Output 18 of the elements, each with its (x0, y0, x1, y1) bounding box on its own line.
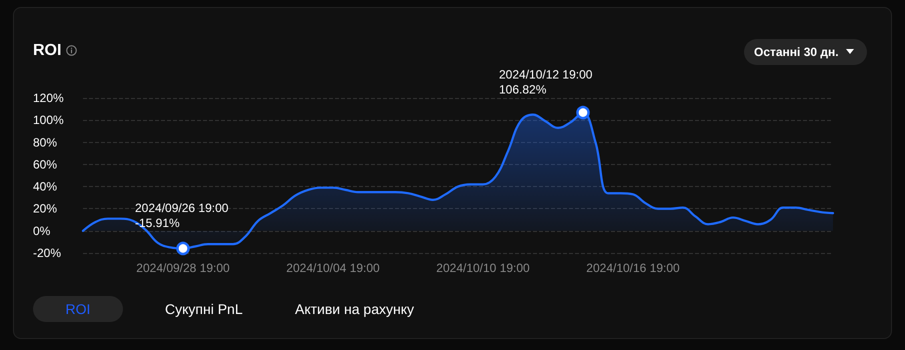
text: ROI (33, 296, 123, 322)
text: Активи на рахунку (295, 300, 414, 319)
x-tick-label: 2024/09/28 19:00 (136, 261, 230, 275)
y-tick-label: 80% (33, 135, 58, 150)
chart-title: ROI (33, 42, 62, 60)
y-tick-label: 120% (33, 91, 64, 105)
x-tick-label: 2024/10/04 19:00 (286, 261, 380, 275)
y-tick-label: 60% (33, 157, 58, 172)
x-tick-label: 2024/10/16 19:00 (586, 261, 680, 275)
text: 2024/10/12 19:00 106.82% (499, 67, 593, 96)
x-tick-label: 2024/10/10 19:00 (436, 261, 530, 275)
y-tick-label: 20% (33, 202, 58, 216)
y-tick-label: 100% (33, 113, 64, 128)
y-tick-label: -20% (33, 246, 62, 260)
y-tick-label: 40% (33, 180, 58, 194)
text: Сукупні PnL (165, 300, 243, 319)
text: Останні 30 дн. (744, 39, 867, 65)
y-tick-label: 0% (33, 224, 51, 238)
